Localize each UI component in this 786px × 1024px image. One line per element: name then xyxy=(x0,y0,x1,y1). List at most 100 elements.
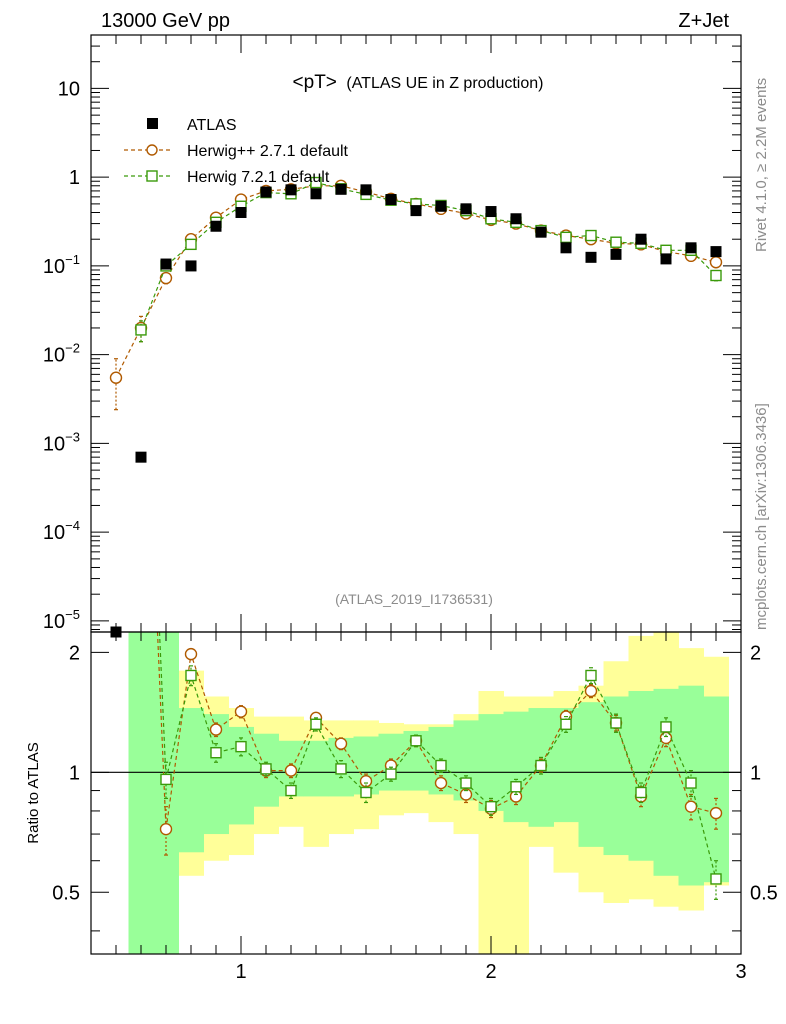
ratio-y-tick-label: 0.5 xyxy=(52,882,80,904)
main-atlas-point xyxy=(335,183,347,195)
main-atlas-point xyxy=(460,203,472,215)
main-atlas-point xyxy=(660,253,672,265)
inner-band-bin xyxy=(578,702,604,847)
ratio-herwigpp-point xyxy=(234,705,248,718)
ratio-herwig7-point xyxy=(585,669,597,682)
ratio-offscale-line xyxy=(158,631,167,780)
ratio-herwig7-point xyxy=(260,763,272,775)
tick-base: 10 xyxy=(43,345,65,367)
ratio-herwig7-point xyxy=(335,763,347,775)
ratio-herwig7-point xyxy=(710,873,722,885)
main-atlas-point xyxy=(510,213,522,225)
main-atlas-point xyxy=(585,251,597,263)
main-y-tick-label: 10−5 xyxy=(43,607,80,633)
inner-band-bin xyxy=(303,740,329,797)
ratio-herwig7-point xyxy=(360,786,372,799)
main-herwig7-point xyxy=(560,231,572,244)
main-atlas-point xyxy=(260,186,272,198)
main-atlas-point xyxy=(560,242,572,254)
tick-exponent: −5 xyxy=(65,607,80,622)
ratio-y-tick-label: 1 xyxy=(69,762,80,784)
ratio-herwig7-point xyxy=(460,777,472,789)
main-herwig7-point xyxy=(710,269,722,282)
main-atlas-point xyxy=(410,205,422,217)
main-series-herwig7 xyxy=(135,176,722,343)
ratio-herwig7-point xyxy=(660,721,672,733)
main-herwigpp-point xyxy=(709,256,723,269)
main-atlas-point xyxy=(635,233,647,245)
inner-band-bin xyxy=(478,714,504,811)
ratio-herwigpp-point xyxy=(159,822,173,836)
ratio-herwig7-point xyxy=(510,781,522,793)
ratio-herwig7-point xyxy=(210,747,222,759)
tick-base: 10 xyxy=(43,611,65,633)
main-herwig7-point xyxy=(585,229,597,242)
main-atlas-point xyxy=(360,184,372,196)
main-atlas-point xyxy=(160,258,172,270)
ratio-herwigpp-point xyxy=(359,775,373,788)
main-herwig7-line xyxy=(140,181,717,331)
main-atlas-point xyxy=(485,206,497,218)
ratio-herwigpp-point xyxy=(684,800,698,813)
main-atlas-point xyxy=(310,188,322,200)
analysis-label: (ATLAS_2019_I1736531) xyxy=(335,591,493,607)
main-y-tick-label: 10−3 xyxy=(43,429,80,455)
main-herwig7-point xyxy=(185,238,197,251)
ratio-y-axis-label: Ratio to ATLAS xyxy=(25,742,42,843)
ratio-herwig7-point xyxy=(435,759,447,772)
mcplots-label: mcplots.cern.ch [arXiv:1306.3436] xyxy=(753,403,770,630)
ratio-herwig7-point xyxy=(310,718,322,730)
inner-band-bin xyxy=(653,688,679,876)
ratio-herwig7-point xyxy=(285,784,297,797)
ratio-herwig7-point xyxy=(685,777,697,789)
ratio-series-herwig7 xyxy=(158,631,722,900)
inner-band-bin xyxy=(503,711,529,823)
tick-base: 10 xyxy=(43,433,65,455)
main-herwigpp-point xyxy=(159,271,173,285)
ratio-x-tick-label: 3 xyxy=(735,961,746,983)
main-atlas-point xyxy=(385,194,397,206)
main-atlas-point xyxy=(185,260,197,272)
rivet-version-label: Rivet 4.1.0, ≥ 2.2M events xyxy=(753,78,770,252)
main-y-tick-label: 10−1 xyxy=(43,252,80,278)
ratio-herwig7-point xyxy=(185,669,197,682)
title-observable: <pT> xyxy=(293,72,337,93)
main-atlas-point xyxy=(710,246,722,258)
legend-atlas-label: ATLAS xyxy=(187,117,237,134)
ratio-series xyxy=(156,631,723,900)
ratio-y-tick-label-right: 1 xyxy=(750,762,761,784)
ratio-herwig7-point xyxy=(410,735,422,747)
inner-band-bin xyxy=(128,632,154,954)
ratio-herwig7-point xyxy=(560,718,572,730)
main-y-tick-label: 10 xyxy=(58,78,80,100)
ratio-herwigpp-point xyxy=(184,647,198,661)
ratio-herwig7-point xyxy=(610,717,622,729)
ratio-y-tick-label: 2 xyxy=(69,642,80,664)
ratio-offscale-line xyxy=(156,631,167,830)
legend-herwig7-marker xyxy=(146,170,158,182)
main-atlas-point xyxy=(235,206,247,218)
main-atlas-point xyxy=(210,220,222,232)
ratio-herwig7-point xyxy=(635,786,647,799)
main-y-tick-label: 10−4 xyxy=(43,518,80,544)
title-process: (ATLAS UE in Z production) xyxy=(346,75,543,92)
ratio-herwigpp-point xyxy=(284,764,298,777)
tick-exponent: −2 xyxy=(65,341,80,356)
legend-atlas-marker xyxy=(147,118,158,129)
tick-exponent: −1 xyxy=(65,252,80,267)
ratio-x-tick-label: 1 xyxy=(235,961,246,983)
ratio-herwigpp-point xyxy=(434,776,448,790)
axis-ticks xyxy=(90,34,742,954)
ratio-herwigpp-point xyxy=(584,684,598,698)
main-atlas-point xyxy=(610,248,622,260)
ratio-herwig7-point xyxy=(235,740,247,753)
tick-exponent: −3 xyxy=(65,429,80,444)
ratio-herwig7-point xyxy=(385,768,397,780)
legend-herwig7-label: Herwig 7.2.1 default xyxy=(187,169,330,186)
main-herwig7-point xyxy=(610,236,622,248)
main-title: <pT> (ATLAS UE in Z production) xyxy=(293,72,544,93)
main-atlas-point xyxy=(685,242,697,254)
main-series-atlas xyxy=(110,183,722,638)
